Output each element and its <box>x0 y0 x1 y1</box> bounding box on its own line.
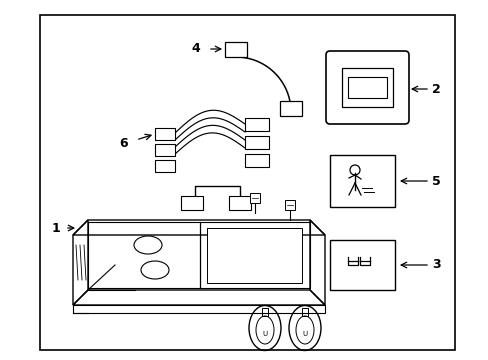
Bar <box>228 196 250 210</box>
Bar <box>329 240 394 290</box>
Text: 6: 6 <box>119 136 128 149</box>
Text: U: U <box>302 331 307 337</box>
Bar <box>341 68 392 107</box>
Bar <box>244 154 268 167</box>
Bar <box>155 128 175 140</box>
Bar <box>285 200 294 210</box>
Bar <box>302 308 307 316</box>
Bar <box>155 160 175 172</box>
Text: 4: 4 <box>191 41 200 54</box>
Bar <box>224 42 246 57</box>
Text: 1: 1 <box>52 221 61 234</box>
Bar <box>262 308 267 316</box>
Bar <box>329 155 394 207</box>
Bar <box>155 144 175 156</box>
Text: 2: 2 <box>431 82 440 95</box>
Bar <box>181 196 203 210</box>
Bar <box>244 118 268 131</box>
Bar <box>244 136 268 149</box>
Bar <box>40 15 454 350</box>
FancyBboxPatch shape <box>325 51 408 124</box>
Text: 5: 5 <box>431 175 440 188</box>
Text: 3: 3 <box>431 258 440 271</box>
Bar <box>280 101 302 116</box>
Bar <box>206 228 302 283</box>
Text: U: U <box>262 331 267 337</box>
Bar <box>347 77 386 98</box>
Bar <box>249 193 260 203</box>
